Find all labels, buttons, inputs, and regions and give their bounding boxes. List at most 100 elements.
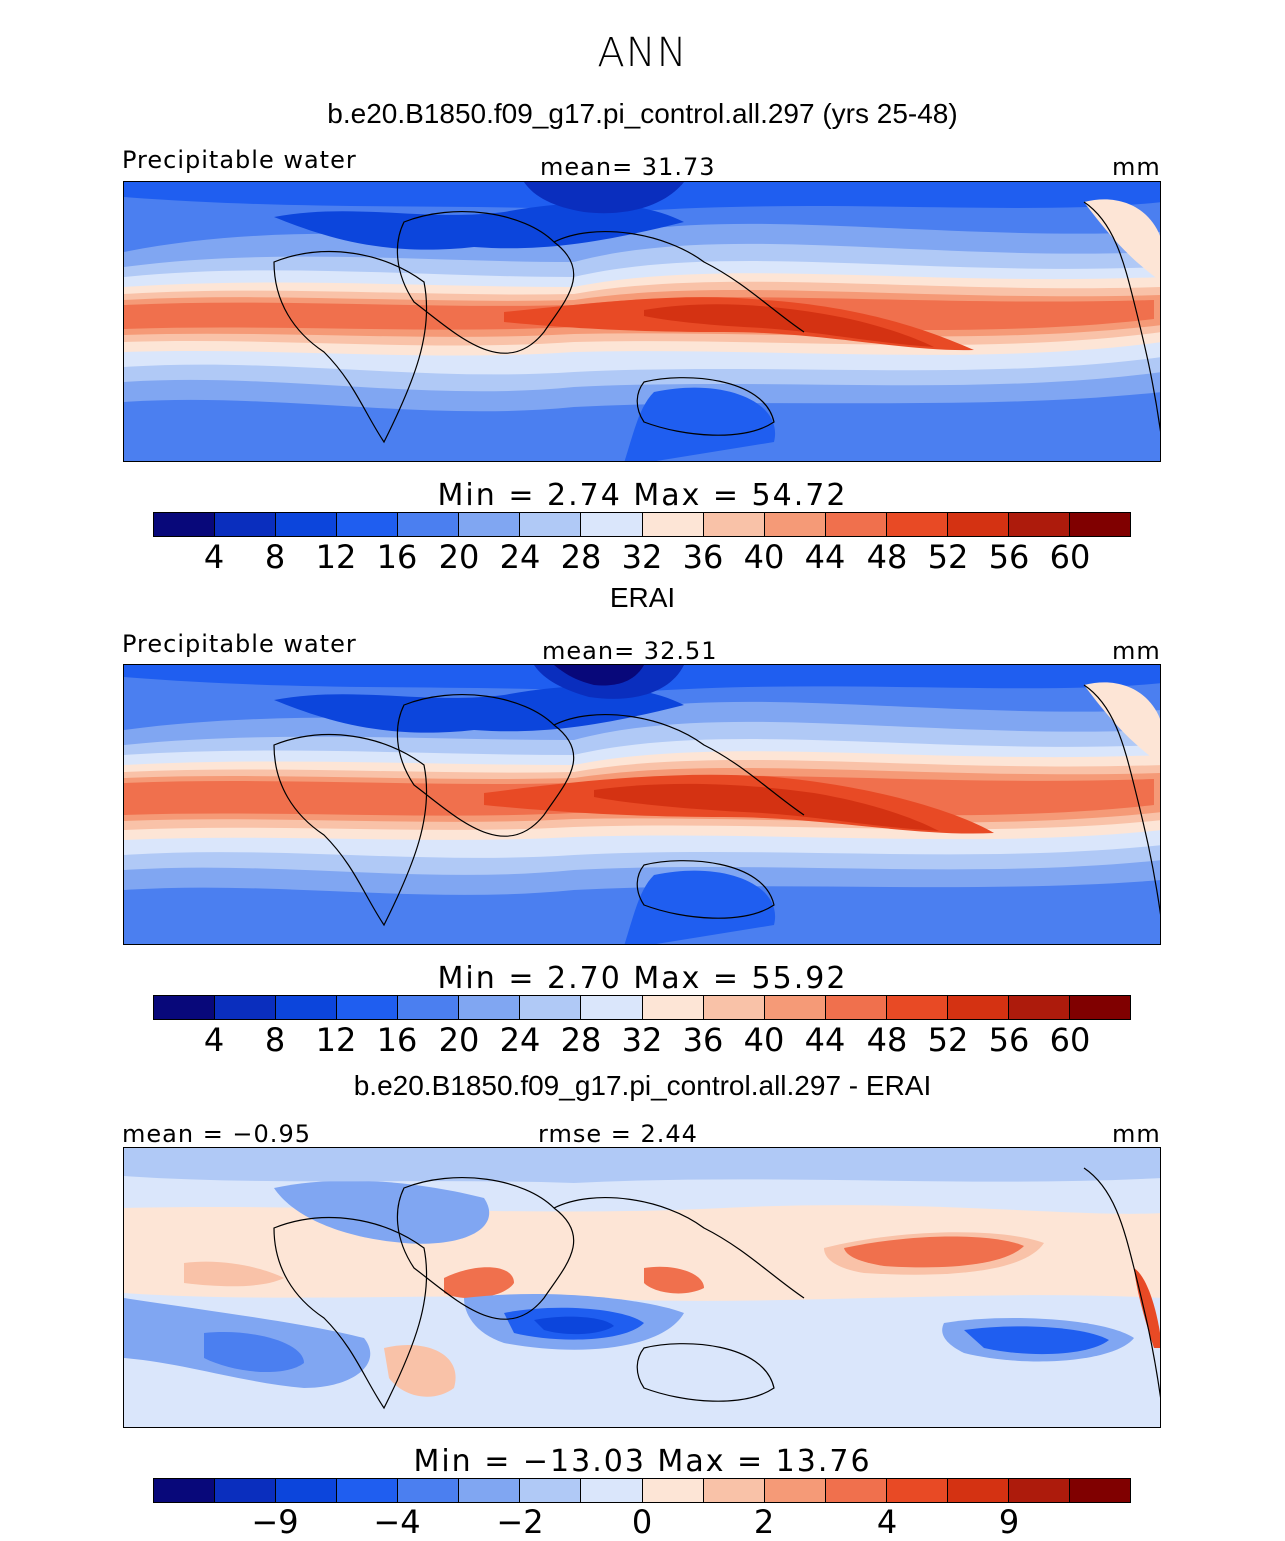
colorbar-box xyxy=(337,513,399,536)
colorbar-tick: 56 xyxy=(988,538,1030,576)
colorbar-box xyxy=(642,1479,704,1502)
colorbar-box xyxy=(398,1479,460,1502)
colorbar-box xyxy=(886,996,948,1019)
colorbar-box xyxy=(947,996,1009,1019)
panel3-mean-label: mean = −0.95 xyxy=(122,1120,311,1148)
colorbar-box xyxy=(398,996,460,1019)
panel1-minmax: Min = 2.74 Max = 54.72 xyxy=(437,478,848,513)
colorbar-box xyxy=(703,1479,765,1502)
panel2-variable-label: Precipitable water xyxy=(122,630,357,658)
colorbar-tick: 2 xyxy=(753,1503,775,1541)
plot-title: ANN xyxy=(597,30,688,76)
colorbar-tick: 48 xyxy=(866,538,908,576)
colorbar-box xyxy=(764,1479,826,1502)
colorbar-box xyxy=(886,1479,948,1502)
panel3-map xyxy=(123,1147,1161,1428)
colorbar-tick: 56 xyxy=(988,1021,1030,1059)
panel3-colorbar-ticks: −9 −4 −2 0 2 4 9 xyxy=(153,1503,1131,1541)
panel1-variable-label: Precipitable water xyxy=(122,146,357,174)
colorbar-box xyxy=(1069,1479,1130,1502)
colorbar-tick: 28 xyxy=(560,1021,602,1059)
colorbar-tick: 20 xyxy=(438,538,480,576)
colorbar-tick: 44 xyxy=(804,538,846,576)
colorbar-box xyxy=(215,996,277,1019)
colorbar-tick: 32 xyxy=(621,538,663,576)
colorbar-tick: 60 xyxy=(1049,538,1091,576)
colorbar-box xyxy=(337,996,399,1019)
colorbar-tick: 48 xyxy=(866,1021,908,1059)
colorbar-tick: 4 xyxy=(203,1021,225,1059)
panel2-map xyxy=(123,664,1161,945)
colorbar-tick: 24 xyxy=(499,538,541,576)
colorbar-tick: 60 xyxy=(1049,1021,1091,1059)
colorbar-tick: 52 xyxy=(927,538,969,576)
colorbar-tick: 32 xyxy=(621,1021,663,1059)
colorbar-box xyxy=(825,1479,887,1502)
colorbar-box xyxy=(459,996,521,1019)
colorbar-tick: 12 xyxy=(315,1021,357,1059)
colorbar-box xyxy=(1008,996,1070,1019)
colorbar-box xyxy=(764,996,826,1019)
colorbar-box xyxy=(459,513,521,536)
colorbar-tick: 44 xyxy=(804,1021,846,1059)
colorbar-tick: 36 xyxy=(682,538,724,576)
panel1-case-title: b.e20.B1850.f09_g17.pi_control.all.297 (… xyxy=(327,98,958,129)
colorbar-box xyxy=(825,996,887,1019)
colorbar-box xyxy=(276,996,338,1019)
colorbar-tick: 28 xyxy=(560,538,602,576)
colorbar-tick: 0 xyxy=(631,1503,653,1541)
colorbar-box xyxy=(947,513,1009,536)
panel2-case-title: ERAI xyxy=(609,582,676,613)
panel3-rmse-label: rmse = 2.44 xyxy=(538,1120,698,1148)
panel1-colorbar-ticks: 4 8 12 16 20 24 28 32 36 40 44 48 52 56 … xyxy=(153,538,1131,576)
colorbar-tick: 52 xyxy=(927,1021,969,1059)
panel1-map xyxy=(123,181,1161,462)
colorbar-box xyxy=(581,513,643,536)
colorbar-box xyxy=(520,1479,582,1502)
panel2-mean-label: mean= 32.51 xyxy=(542,637,718,665)
colorbar-box xyxy=(703,996,765,1019)
colorbar-tick: 40 xyxy=(743,538,785,576)
colorbar-tick: 24 xyxy=(499,1021,541,1059)
colorbar-box xyxy=(520,513,582,536)
colorbar-box xyxy=(764,513,826,536)
panel3-minmax: Min = −13.03 Max = 13.76 xyxy=(413,1444,872,1479)
colorbar-tick: 9 xyxy=(998,1503,1020,1541)
colorbar-box xyxy=(398,513,460,536)
panel1-colorbar xyxy=(153,512,1131,537)
colorbar-tick: 12 xyxy=(315,538,357,576)
colorbar-tick: 16 xyxy=(376,538,418,576)
colorbar-tick: −2 xyxy=(496,1503,544,1541)
colorbar-box xyxy=(1008,513,1070,536)
colorbar-tick: −4 xyxy=(373,1503,421,1541)
colorbar-box xyxy=(642,996,704,1019)
panel2-units-label: mm xyxy=(1112,637,1161,665)
colorbar-tick: 8 xyxy=(264,538,286,576)
colorbar-box xyxy=(886,513,948,536)
colorbar-box xyxy=(276,1479,338,1502)
panel2-colorbar-ticks: 4 8 12 16 20 24 28 32 36 40 44 48 52 56 … xyxy=(153,1021,1131,1059)
panel2-colorbar xyxy=(153,995,1131,1020)
colorbar-tick: 8 xyxy=(264,1021,286,1059)
colorbar-box xyxy=(337,1479,399,1502)
colorbar-tick: 20 xyxy=(438,1021,480,1059)
colorbar-box xyxy=(215,1479,277,1502)
colorbar-tick: 36 xyxy=(682,1021,724,1059)
colorbar-box xyxy=(1069,996,1130,1019)
colorbar-tick: 16 xyxy=(376,1021,418,1059)
colorbar-box xyxy=(581,996,643,1019)
colorbar-box xyxy=(154,513,216,536)
panel3-case-title: b.e20.B1850.f09_g17.pi_control.all.297 -… xyxy=(353,1070,932,1101)
colorbar-tick: 40 xyxy=(743,1021,785,1059)
colorbar-tick: 4 xyxy=(876,1503,898,1541)
colorbar-box xyxy=(581,1479,643,1502)
panel3-units-label: mm xyxy=(1112,1120,1161,1148)
colorbar-box xyxy=(215,513,277,536)
colorbar-box xyxy=(154,1479,216,1502)
colorbar-box xyxy=(459,1479,521,1502)
colorbar-box xyxy=(276,513,338,536)
colorbar-box xyxy=(825,513,887,536)
colorbar-box xyxy=(1069,513,1130,536)
colorbar-tick: 4 xyxy=(203,538,225,576)
colorbar-box xyxy=(703,513,765,536)
